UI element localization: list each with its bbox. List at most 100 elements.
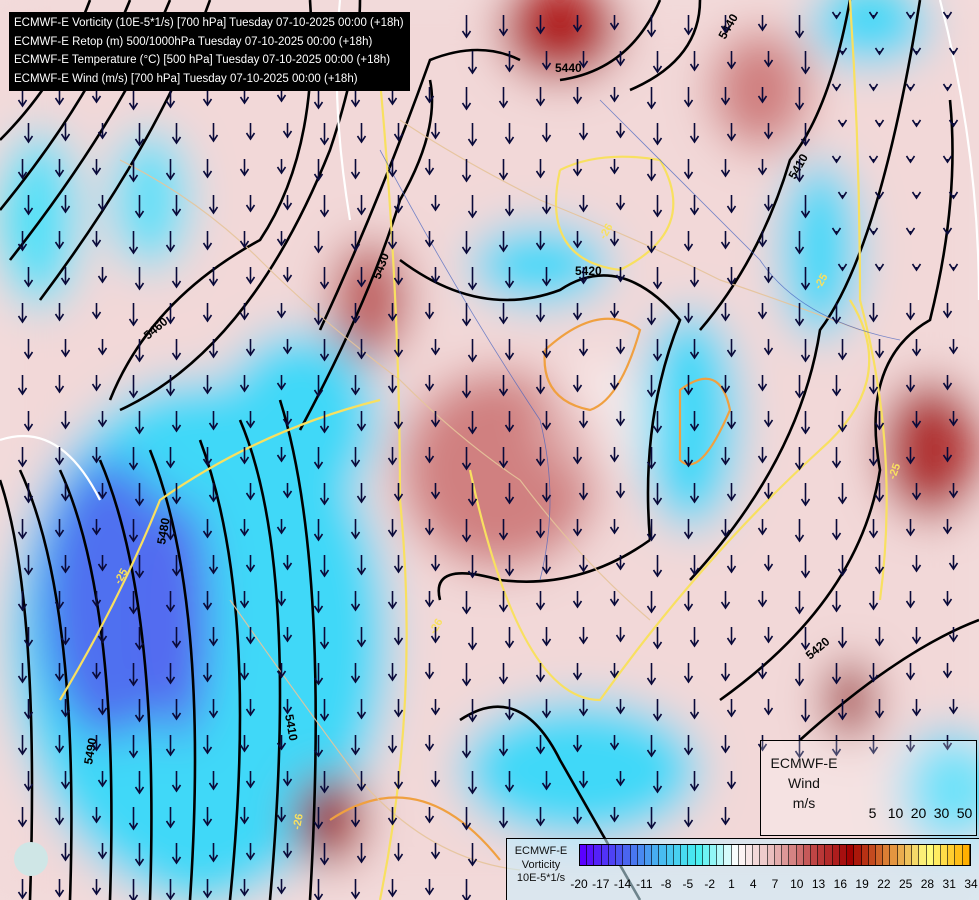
wind-arrowhead xyxy=(652,209,663,218)
colorbar-swatch xyxy=(587,845,595,865)
wind-arrowhead xyxy=(91,671,102,680)
wind-arrowhead xyxy=(208,350,219,359)
wind-arrowhead xyxy=(794,534,805,543)
wind-arrowhead xyxy=(276,166,287,175)
wind-arrowhead xyxy=(467,66,478,75)
wind-arrowhead xyxy=(97,275,108,284)
wind-arrowhead xyxy=(319,713,330,722)
colorbar-swatch xyxy=(738,845,747,865)
wind-arrowhead xyxy=(572,384,583,393)
wind-arrowhead xyxy=(652,641,663,650)
wind-arrowhead xyxy=(578,708,589,717)
wind-arrowhead xyxy=(794,606,805,615)
wind-arrowhead xyxy=(763,347,774,356)
colorbar-tick: -8 xyxy=(660,877,672,891)
wind-arrowhead xyxy=(498,676,509,685)
wind-arrowhead xyxy=(350,675,361,684)
wind-arrowhead xyxy=(942,526,953,535)
wind-arrowhead xyxy=(165,172,176,181)
colorbar-tick: 22 xyxy=(877,877,891,891)
wind-arrowhead xyxy=(868,458,879,467)
wind-arrowhead xyxy=(615,130,626,139)
wind-arrowhead xyxy=(615,274,626,283)
wind-arrowhead xyxy=(646,29,657,38)
wind-arrowhead xyxy=(720,385,731,394)
wind-arrowhead xyxy=(393,277,404,286)
wind-arrowhead xyxy=(794,390,805,399)
wind-arrowhead xyxy=(23,711,34,720)
wind-arrowhead xyxy=(467,282,478,291)
wind-arrowhead xyxy=(60,349,71,358)
wind-arrowhead xyxy=(578,204,589,213)
wind-arrowhead xyxy=(282,778,293,787)
wind-arrowhead xyxy=(874,350,885,359)
wind-arrowhead xyxy=(578,132,589,141)
wind-arrowhead xyxy=(202,242,213,251)
wind-arrowhead xyxy=(498,748,509,757)
wind-arrowhead xyxy=(165,892,176,900)
wind-arrowhead xyxy=(821,753,829,759)
wind-arrowhead xyxy=(461,30,472,39)
wind-arrowhead xyxy=(97,419,108,428)
wind-arrowhead xyxy=(202,458,213,467)
wind-arrowhead xyxy=(239,384,250,393)
colorbar-swatch xyxy=(616,845,624,865)
colorbar-tick: 13 xyxy=(811,877,826,891)
wind-arrowhead xyxy=(165,460,176,469)
wind-arrowhead xyxy=(572,24,583,33)
wind-arrowhead xyxy=(387,529,398,538)
wind-arrowhead xyxy=(800,570,811,579)
wind-arrowhead xyxy=(276,670,287,679)
wind-arrowhead xyxy=(837,640,848,649)
wind-arrowhead xyxy=(134,282,145,291)
wind-arrowhead xyxy=(578,780,589,789)
wind-arrowhead xyxy=(60,277,71,286)
wind-arrowhead xyxy=(689,207,700,216)
wind-arrowhead xyxy=(609,238,620,247)
temperature-label: -26 xyxy=(291,813,306,831)
wind-arrowhead xyxy=(948,119,959,128)
wind-arrowhead xyxy=(350,747,361,756)
wind-arrowhead xyxy=(387,313,398,322)
wind-value: 5 xyxy=(868,805,877,821)
wind-arrowhead xyxy=(202,746,213,755)
wind-arrowhead xyxy=(541,566,552,575)
wind-arrowhead xyxy=(313,533,324,542)
wind-arrowhead xyxy=(498,244,509,253)
wind-arrowhead xyxy=(578,492,589,501)
wind-arrowhead xyxy=(60,133,71,142)
wind-arrowhead xyxy=(165,388,176,397)
wind-arrowhead xyxy=(646,533,657,542)
wind-arrowhead xyxy=(424,815,435,824)
wind-legend-title: Wind xyxy=(788,775,820,791)
wind-arrowhead xyxy=(208,206,219,215)
wind-arrowhead xyxy=(313,749,324,758)
wind-arrowhead xyxy=(726,61,737,70)
wind-arrowhead xyxy=(905,600,916,609)
colorbar-tick: 7 xyxy=(771,877,779,891)
wind-arrowhead xyxy=(393,853,404,862)
wind-arrowhead xyxy=(165,316,176,325)
wind-arrowhead xyxy=(467,858,478,867)
colorbar-tick: 28 xyxy=(920,877,935,891)
wind-arrowhead xyxy=(171,280,182,289)
wind-arrowhead xyxy=(350,243,361,252)
wind-arrowhead xyxy=(350,171,361,180)
wind-legend: ECMWF-E Wind m/s 5 10 20 30 50 xyxy=(760,740,977,836)
wind-arrowhead xyxy=(276,238,287,247)
wind-arrowhead xyxy=(535,170,546,179)
wind-arrowhead xyxy=(350,315,361,324)
wind-arrowhead xyxy=(689,567,700,576)
wind-arrowhead xyxy=(60,709,71,718)
wind-arrowhead xyxy=(208,134,219,143)
colorbar-swatch xyxy=(875,845,884,865)
colorbar-swatch xyxy=(659,845,667,865)
wind-arrowhead xyxy=(467,714,478,723)
colorbar-swatch xyxy=(803,845,811,865)
wind-arrowhead xyxy=(461,750,472,759)
wind-arrowhead xyxy=(171,568,182,577)
wind-arrowhead xyxy=(763,59,774,68)
colorbar-swatch xyxy=(601,845,609,865)
wind-arrowhead xyxy=(393,565,404,574)
wind-arrowhead xyxy=(800,138,811,147)
